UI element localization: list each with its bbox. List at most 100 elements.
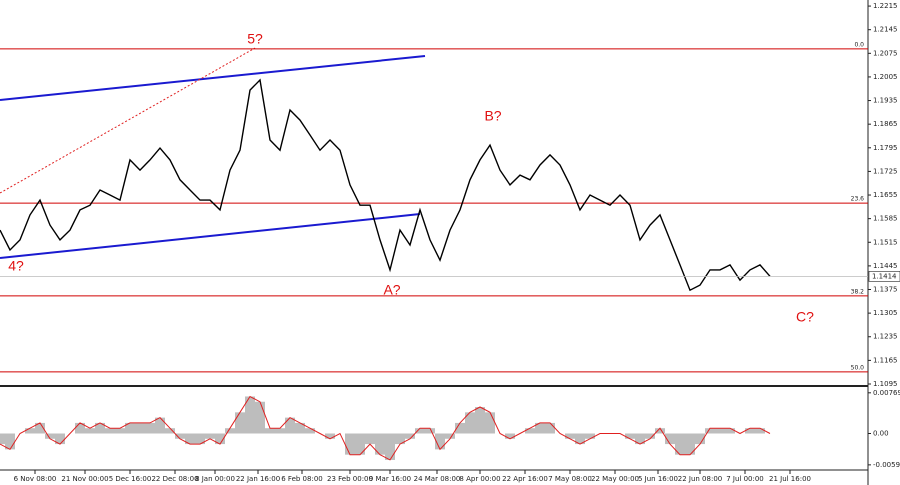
x-tick-label: 8 Apr 00:00 [459,475,500,483]
histogram-bar [325,433,335,439]
y-tick-label: 1.2075 [873,49,898,57]
x-tick-label: 5 Jun 16:00 [638,475,678,483]
histogram-bar [375,433,385,455]
x-tick-label: 22 Dec 08:00 [151,475,198,483]
y-tick-label: 1.2145 [873,26,898,34]
wave-label: 4? [8,258,24,274]
histogram-bar [505,433,515,439]
histogram-bar [705,428,715,434]
y-tick-label: 1.1375 [873,286,898,294]
histogram-bar [535,422,545,434]
histogram-bar [45,433,55,439]
wave-label: A? [383,282,400,298]
y-tick-label: 1.1515 [873,238,898,246]
y-tick-label: 1.1585 [873,215,898,223]
histogram-bar [135,422,145,434]
histogram-bar [525,428,535,434]
channel-line [0,213,421,259]
x-tick-label: 6 Nov 08:00 [14,475,57,483]
histogram-bar [245,396,255,434]
histogram-bar [215,433,225,445]
histogram-bar [55,433,65,445]
histogram-bar [405,433,415,439]
price-line [0,78,771,292]
histogram-bar [455,422,465,434]
histogram-bar [225,428,235,434]
histogram-bar [265,428,275,434]
wave-label: C? [796,309,814,325]
histogram-bar [25,428,35,434]
histogram-bar [365,433,375,445]
last-price-label: 1.1414 [872,272,897,280]
wave-label: B? [484,108,501,124]
wave-label: 5? [247,31,263,47]
fib-label: 0.0 [854,41,864,48]
histogram-bar [675,433,685,455]
y-tick-label: 1.2005 [873,73,898,81]
histogram-bar [645,433,655,439]
histogram-bar [725,428,735,434]
x-tick-label: 22 Jun 08:00 [678,475,722,483]
x-tick-label: 9 Mar 16:00 [369,475,411,483]
histogram-bar [75,422,85,434]
histogram-bar [665,433,675,445]
histogram-bar [435,433,445,450]
histogram-bar [5,433,15,450]
histogram-bar [565,433,575,439]
histogram-bar [235,412,245,434]
histogram-bar [395,433,405,445]
histogram-bar [35,422,45,434]
histogram-bar [385,433,395,460]
x-tick-label: 8 Jan 00:00 [195,475,235,483]
y-tick-label: 1.1095 [873,380,898,388]
y-tick-label: 1.1445 [873,262,898,270]
histogram-bar [485,412,495,434]
histogram-bar [175,433,185,439]
histogram-bar [465,412,475,434]
histogram-bar [585,433,595,439]
histogram-bar [345,433,355,455]
histogram-bar [685,433,695,455]
histogram-bar [695,433,705,445]
histogram-bar [195,433,205,445]
last-price-box [868,271,900,282]
histogram-bar [715,428,725,434]
x-tick-label: 22 Apr 16:00 [502,475,548,483]
histogram-bar [275,428,285,434]
x-tick-label: 7 May 08:00 [548,475,592,483]
x-tick-label: 23 Feb 00:00 [327,475,373,483]
plot [0,48,868,461]
x-tick-label: 21 Jul 16:00 [769,475,811,483]
histogram-bar [305,428,315,434]
histogram-bar [95,422,105,434]
histogram-bar [415,428,425,434]
x-tick-label: 7 Jul 00:00 [726,475,764,483]
histogram-bar [145,422,155,434]
histogram-bar [285,417,295,434]
x-tick-label: 5 Dec 16:00 [109,475,152,483]
histogram-bar [155,417,165,434]
y-tick-label: 1.1165 [873,356,898,364]
histogram-bar [755,428,765,434]
histogram-bar [85,428,95,434]
x-tick-label: 22 Jan 16:00 [236,475,280,483]
y-tick-label: 1.1235 [873,333,898,341]
histogram-bar [425,428,435,434]
histogram-bar [655,428,665,434]
fib-label: 50.0 [851,364,865,371]
y-tick-label: 1.2215 [873,2,898,10]
histogram-bar [745,428,755,434]
fib-label: 38.2 [851,288,865,295]
histogram-bar [185,433,195,445]
histogram-bar [625,433,635,439]
signal-line [0,395,771,461]
y-tick-label: 1.1655 [873,191,898,199]
histogram-bar [0,433,5,445]
y-tick-label: 0.00769 [873,389,900,397]
histogram-bar [295,422,305,434]
histogram-bar [355,433,365,455]
fib-label: 23.6 [851,196,865,203]
histogram-bar [445,433,455,439]
y-tick-label: 1.1795 [873,144,898,152]
